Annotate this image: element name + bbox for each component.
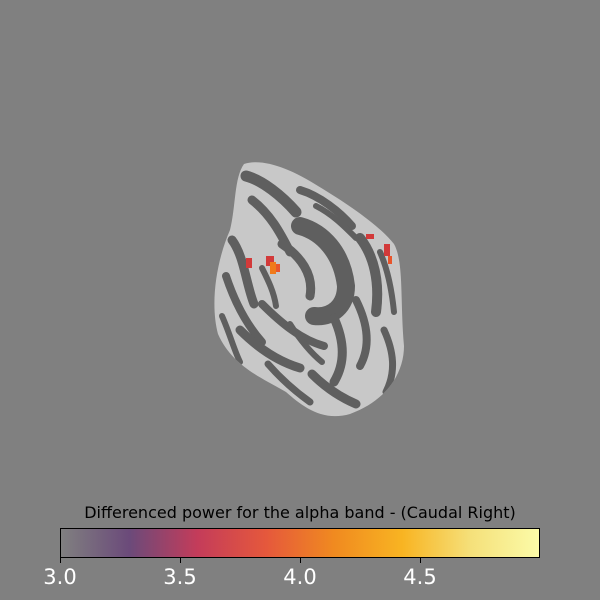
colorbar-tick-mark: [60, 558, 61, 563]
colorbar-title: Differenced power for the alpha band - (…: [84, 503, 516, 522]
colorbar-tick-label: 4.0: [283, 565, 317, 589]
activation-patch: [388, 256, 392, 264]
brain-surface-view[interactable]: [0, 0, 600, 480]
colorbar-tick-mark: [180, 558, 181, 563]
activation-patch: [366, 234, 374, 239]
colorbar-tick-label: 3.5: [163, 565, 197, 589]
cortical-surface: [214, 162, 404, 417]
activation-patch: [266, 256, 274, 266]
activation-patch: [384, 244, 390, 256]
activation-patch: [270, 262, 276, 274]
colorbar-gradient: [60, 528, 540, 558]
colorbar-tick-label: 3.0: [43, 565, 77, 589]
colorbar-tick-label: 4.5: [403, 565, 437, 589]
activation-clusters: [246, 234, 392, 274]
colorbar-tick-mark: [420, 558, 421, 563]
colorbar-tick-mark: [300, 558, 301, 563]
activation-patch: [276, 264, 280, 272]
activation-patch: [246, 258, 252, 268]
